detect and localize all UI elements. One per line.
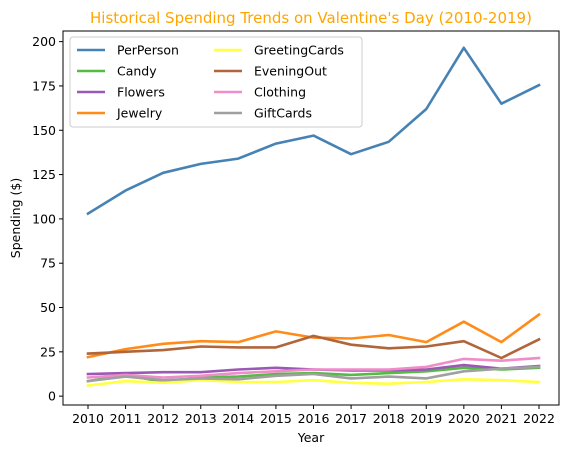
y-tick-label: 200 (32, 34, 56, 49)
x-tick-label: 2015 (260, 411, 292, 426)
legend: PerPerson Candy Flowers Jewelry GreetingCard… (69, 36, 363, 128)
x-tick-label: 2021 (486, 411, 518, 426)
x-tick-label: 2020 (448, 411, 480, 426)
series-line-perperson (86, 46, 541, 216)
legend-label: Jewelry (116, 106, 163, 121)
x-tick-label: 2022 (523, 411, 555, 426)
y-tick-label: 100 (32, 211, 56, 226)
legend-label: PerPerson (117, 43, 179, 58)
legend-label: GiftCards (254, 106, 312, 121)
series-line-giftcards (86, 365, 541, 383)
x-tick-label: 2011 (110, 411, 142, 426)
x-tick-label: 2013 (185, 411, 217, 426)
x-tick-label: 2016 (298, 411, 330, 426)
y-tick-label: 0 (48, 389, 56, 404)
legend-label: EveningOut (254, 64, 327, 79)
y-axis-label: Spending ($) (8, 178, 23, 258)
chart-title: Historical Spending Trends on Valentine'… (90, 9, 532, 27)
y-tick-label: 50 (40, 300, 56, 315)
series-line-clothing (86, 356, 541, 379)
x-tick-label: 2014 (222, 411, 254, 426)
x-tick-label: 2018 (373, 411, 405, 426)
plot-frame (62, 30, 560, 406)
y-tick-label: 25 (40, 344, 56, 359)
legend-box (69, 36, 363, 128)
y-tick-label: 175 (32, 78, 56, 93)
y-tick-label: 150 (32, 123, 56, 138)
x-tick-label: 2017 (335, 411, 367, 426)
legend-label: Clothing (254, 85, 306, 100)
x-tick-label: 2019 (410, 411, 442, 426)
y-tick-label: 75 (40, 256, 56, 271)
x-tick-label: 2010 (72, 411, 104, 426)
series-line-eveningout (86, 334, 541, 360)
legend-label: GreetingCards (254, 43, 344, 58)
legend-label: Candy (117, 64, 157, 79)
y-tick-label: 125 (32, 167, 56, 182)
series-line-greetingcards (86, 377, 541, 387)
x-tick-label: 2012 (147, 411, 179, 426)
x-axis-label: Year (297, 430, 325, 445)
legend-label: Flowers (117, 85, 165, 100)
series-line-jewelry (86, 312, 541, 359)
